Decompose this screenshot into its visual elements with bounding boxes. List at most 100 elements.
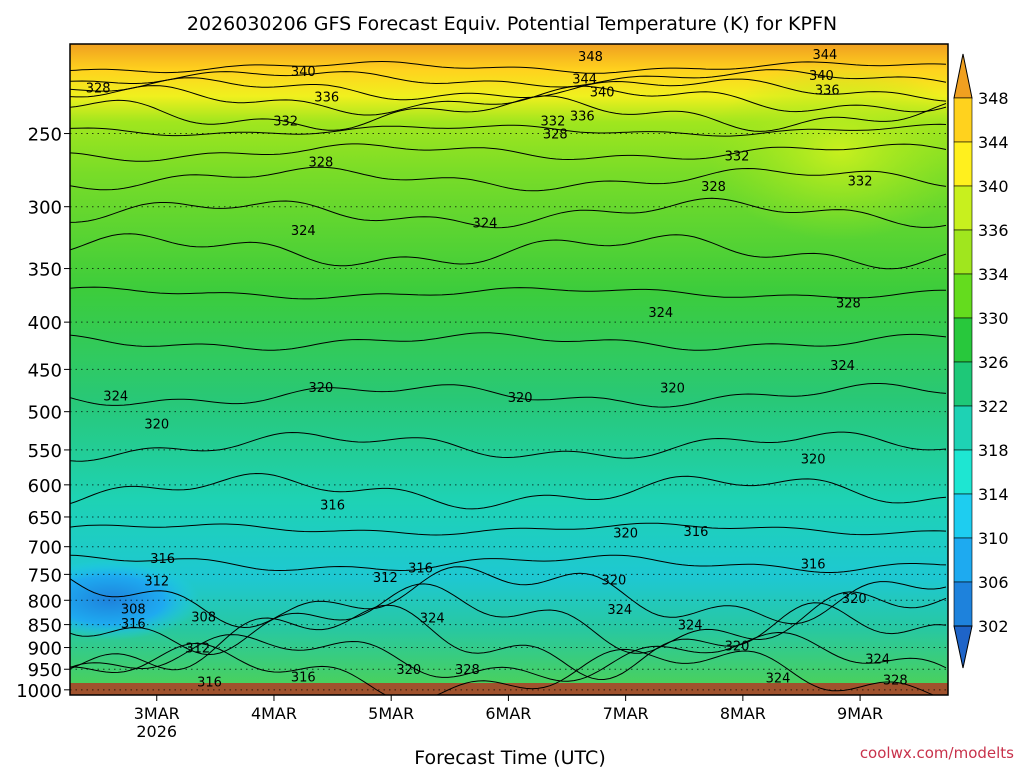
contour-line	[70, 431, 947, 462]
contour-label: 332	[541, 114, 566, 129]
contour-line	[70, 60, 947, 74]
y-tick-label: 250	[28, 125, 62, 146]
contour-line	[70, 642, 935, 695]
colorbar-top-arrow	[953, 53, 973, 99]
ground-strip	[70, 683, 948, 695]
y-tick-label: 550	[28, 441, 62, 462]
y-tick-label: 750	[28, 565, 62, 586]
contour-line	[70, 522, 947, 536]
contour-label: 328	[701, 180, 726, 195]
y-tick-label: 400	[28, 313, 62, 334]
y-tick-label: 800	[28, 591, 62, 612]
contour-line	[70, 332, 947, 351]
contour-label: 340	[590, 85, 615, 100]
contour-label: 316	[408, 561, 433, 576]
colorbar-label: 322	[978, 397, 1009, 416]
contour-label: 320	[842, 592, 867, 607]
colorbar-swatch	[953, 317, 973, 363]
contour-label: 340	[291, 65, 316, 80]
contour-label: 320	[801, 453, 826, 468]
contour-label: 312	[185, 642, 210, 657]
contour-label: 324	[291, 224, 316, 239]
colorbar-swatch	[953, 273, 973, 319]
contour-label: 332	[848, 174, 873, 189]
colorbar: 348 344 340 336 334 330 326 322 318 314 310 306 302	[953, 53, 1009, 669]
contour-label: 344	[572, 73, 597, 88]
colorbar-label: 344	[978, 133, 1009, 152]
contour-line	[70, 602, 947, 681]
contour-line	[70, 77, 947, 102]
x-axis-label: Forecast Time (UTC)	[414, 747, 605, 768]
y-tick-label: 350	[28, 260, 62, 281]
x-tick-label: 7MAR	[603, 704, 649, 723]
contour-line	[70, 472, 947, 510]
contour-label: 308	[121, 603, 146, 618]
contour-label: 320	[613, 527, 638, 542]
contour-labels: 3483443403363323283443403363403363283323…	[86, 48, 908, 691]
contour-label: 340	[809, 69, 834, 84]
contour-label: 328	[883, 674, 908, 689]
colorbar-label: 310	[978, 529, 1009, 548]
x-tick-label: 3MAR	[134, 704, 180, 723]
contour-line	[70, 123, 947, 137]
contour-label: 316	[320, 498, 345, 513]
contour-label: 316	[150, 552, 175, 567]
contour-label: 308	[191, 610, 216, 625]
contour-label: 348	[578, 50, 603, 65]
colorbar-swatch	[953, 185, 973, 231]
contour-label: 324	[766, 672, 791, 687]
contour-label: 320	[602, 574, 627, 589]
colorbar-label: 314	[978, 485, 1009, 504]
contour-label: 316	[197, 676, 222, 691]
y-tick-label: 850	[28, 616, 62, 637]
contour-label: 324	[473, 216, 498, 231]
contour-label: 320	[144, 418, 169, 433]
contour-label: 324	[830, 359, 855, 374]
x-tick-label: 4MAR	[251, 704, 297, 723]
colorbar-label: 318	[978, 441, 1009, 460]
contour-line	[70, 286, 946, 300]
contour-label: 324	[865, 653, 890, 668]
contour-line	[70, 583, 947, 656]
colorbar-swatch	[953, 97, 973, 143]
contour-label: 320	[725, 639, 750, 654]
colorbar-label: 326	[978, 353, 1009, 372]
contour-label: 312	[144, 575, 169, 590]
colorbar-label: 336	[978, 221, 1009, 240]
colorbar-label: 334	[978, 265, 1009, 284]
contour-label: 324	[103, 389, 128, 404]
contour-label: 324	[607, 603, 632, 618]
contour-line	[70, 85, 947, 116]
x-tick-label: 9MAR	[837, 704, 883, 723]
contour-label: 332	[725, 149, 750, 164]
y-tick-label: 950	[28, 660, 62, 681]
contour-label: 324	[420, 611, 445, 626]
contour-label: 332	[273, 114, 298, 129]
contour-label: 336	[314, 91, 339, 106]
cold-pool	[70, 560, 200, 640]
contour-line	[70, 95, 947, 132]
x-tick-sublabel: 2026	[136, 722, 177, 741]
y-tick-label: 600	[28, 476, 62, 497]
contour-label: 324	[648, 306, 673, 321]
contour-label: 336	[570, 109, 595, 124]
colorbar-swatch	[953, 229, 973, 275]
colorbar-label: 348	[978, 89, 1009, 108]
contour-label: 320	[660, 382, 685, 397]
y-tick-label: 300	[28, 198, 62, 219]
credit-text: coolwx.com/modelts	[860, 744, 1014, 762]
colorbar-swatch	[953, 449, 973, 495]
y-tick-label: 500	[28, 403, 62, 424]
contour-label: 328	[836, 297, 861, 312]
contour-label: 316	[801, 558, 826, 573]
contour-line	[70, 554, 947, 573]
contour-line	[70, 631, 947, 682]
contour-line	[70, 233, 947, 270]
colorbar-swatch	[953, 405, 973, 451]
x-tick-label: 5MAR	[368, 704, 414, 723]
contour-line	[70, 166, 947, 192]
contour-label: 316	[684, 525, 709, 540]
contour-label: 328	[455, 663, 480, 678]
